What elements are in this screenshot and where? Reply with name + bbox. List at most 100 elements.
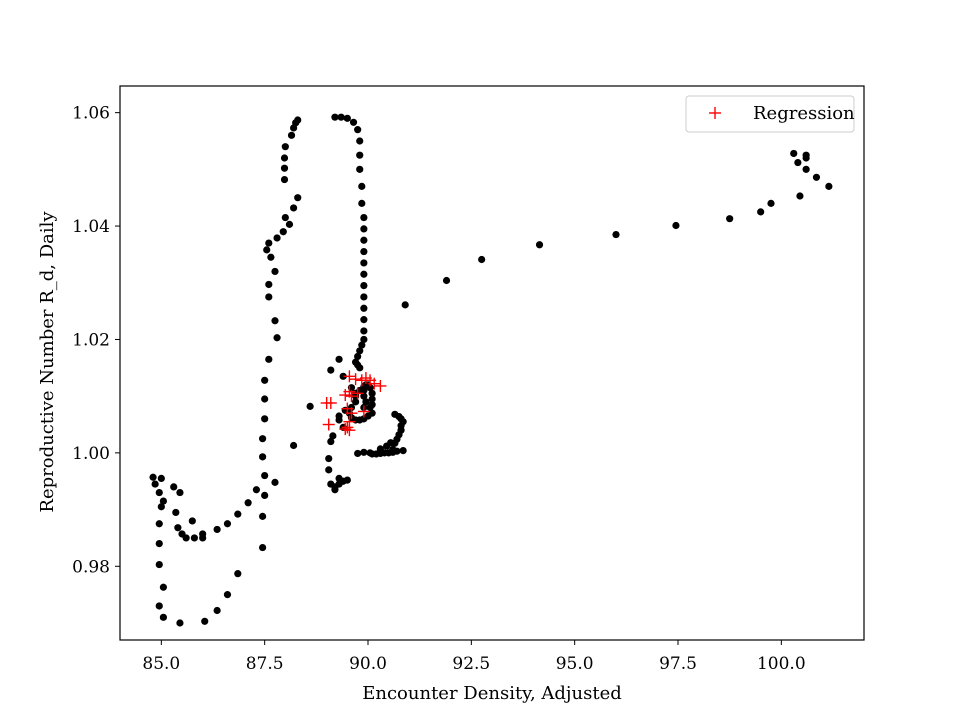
regression-point	[345, 390, 358, 403]
data-point	[335, 355, 343, 363]
data-point	[360, 327, 368, 335]
regression-point	[351, 387, 364, 400]
data-point	[259, 512, 267, 520]
regression-point	[345, 407, 358, 420]
data-point	[362, 381, 370, 389]
data-point	[767, 199, 775, 207]
data-point	[339, 372, 347, 380]
data-point	[265, 280, 273, 289]
data-point	[190, 534, 198, 542]
legend-box	[685, 95, 855, 133]
data-point	[368, 389, 376, 397]
y-tick-label: 1.02	[72, 330, 110, 350]
legend-marker-regression	[709, 107, 721, 119]
data-point	[178, 530, 186, 538]
data-point	[356, 151, 364, 159]
data-point	[360, 448, 368, 456]
data-points-layer	[149, 113, 833, 627]
data-point	[757, 208, 765, 216]
data-point	[172, 508, 180, 517]
x-tick-label: 92.5	[452, 654, 490, 674]
data-point	[213, 525, 221, 534]
data-point	[290, 204, 298, 212]
data-point	[478, 255, 486, 264]
x-tick-label: 95.0	[556, 654, 594, 674]
y-axis-label: Reproductive Number R_d, Daily	[37, 211, 58, 513]
regression-point	[324, 396, 337, 409]
y-tick-label: 1.00	[72, 444, 110, 464]
regression-point	[343, 424, 356, 437]
series-observed	[149, 113, 833, 627]
data-point	[281, 143, 289, 151]
data-point	[252, 486, 260, 494]
data-point	[349, 118, 358, 126]
data-point	[271, 317, 279, 325]
data-point	[159, 613, 167, 621]
data-point	[265, 355, 273, 363]
data-point	[280, 175, 289, 184]
data-point	[287, 131, 296, 139]
data-point	[273, 334, 281, 342]
data-point	[368, 395, 376, 403]
data-point	[335, 474, 343, 482]
data-point	[155, 488, 163, 497]
data-point	[159, 583, 167, 591]
data-point	[261, 471, 269, 480]
data-point	[155, 540, 163, 548]
data-point	[263, 246, 271, 254]
legend-label-regression: Regression	[753, 103, 855, 124]
data-point	[331, 486, 339, 494]
data-point	[279, 228, 287, 236]
data-point	[794, 158, 802, 167]
data-point	[358, 341, 366, 349]
data-point	[325, 454, 333, 463]
data-point	[354, 449, 362, 458]
data-point	[159, 497, 167, 505]
x-tick-label: 85.0	[142, 654, 180, 674]
data-point	[290, 124, 298, 132]
data-point	[358, 182, 366, 190]
data-point	[391, 410, 399, 418]
data-point	[337, 113, 345, 121]
data-point	[362, 398, 370, 406]
data-point	[672, 221, 680, 230]
data-point	[354, 126, 362, 134]
data-point	[213, 606, 221, 615]
data-point	[360, 304, 368, 312]
data-point	[360, 225, 368, 233]
data-point	[306, 402, 314, 410]
data-point	[223, 591, 232, 599]
data-point	[234, 510, 242, 518]
data-point	[261, 491, 269, 500]
data-point	[331, 113, 339, 121]
data-point	[329, 432, 337, 440]
data-point	[157, 503, 165, 511]
data-point	[790, 149, 798, 158]
x-tick-label: 90.0	[349, 654, 387, 674]
data-point	[259, 435, 267, 443]
data-point	[325, 466, 333, 474]
data-point	[201, 617, 209, 625]
data-point	[176, 488, 184, 497]
data-point	[261, 395, 269, 403]
series-regression	[320, 370, 387, 437]
data-point	[360, 236, 368, 244]
data-point	[327, 366, 335, 374]
data-point	[360, 335, 368, 344]
regression-point	[349, 373, 362, 386]
data-point	[802, 165, 810, 173]
data-point	[199, 534, 207, 542]
regression-point	[322, 418, 335, 431]
y-tick-label: 1.06	[72, 104, 110, 124]
data-point	[356, 137, 364, 145]
data-point	[356, 347, 364, 355]
x-tick-label: 97.5	[659, 654, 697, 674]
data-point	[352, 398, 360, 406]
data-point	[271, 267, 279, 276]
data-point	[155, 520, 163, 528]
data-point	[151, 480, 159, 488]
data-point	[280, 164, 289, 172]
data-point	[354, 352, 362, 361]
data-point	[389, 445, 397, 454]
